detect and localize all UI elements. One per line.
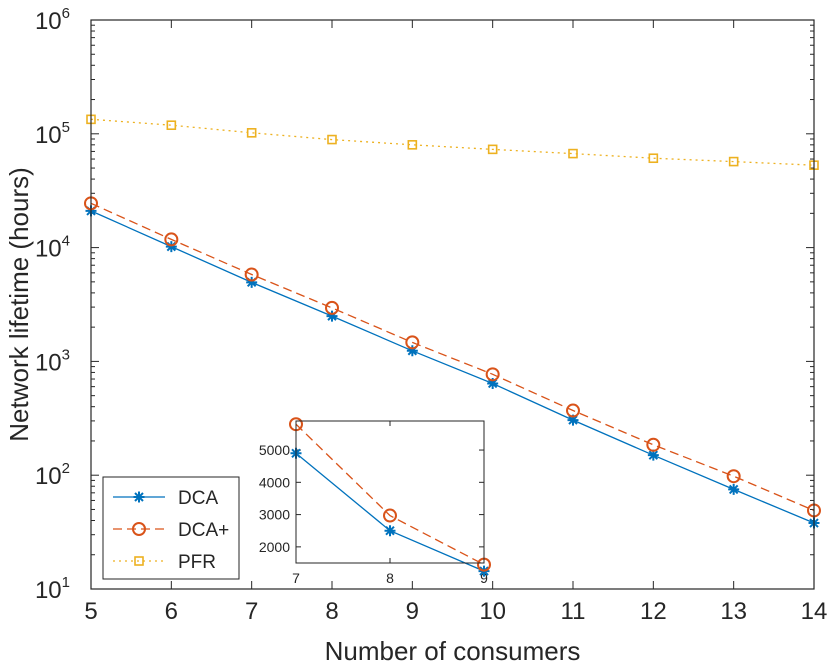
data-point [406, 345, 418, 357]
inset-y-tick-label: 2000 [259, 539, 290, 555]
legend-marker [133, 491, 145, 503]
inset-x-tick-label: 8 [386, 570, 394, 586]
inset-frame [295, 420, 485, 564]
inset-x-tick-label: 7 [292, 570, 300, 586]
inset-y-tick-label: 3000 [259, 507, 290, 523]
x-tick-label: 10 [479, 598, 506, 625]
y-tick-label: 106 [35, 5, 70, 35]
data-point [728, 483, 740, 495]
x-tick-label: 6 [165, 598, 178, 625]
x-tick-label: 7 [245, 598, 258, 625]
y-axis-label: Network lifetime (hours) [4, 167, 34, 442]
inset-data-point [383, 508, 397, 523]
data-point [405, 335, 420, 350]
data-point [568, 148, 578, 159]
inset-plot: 2000 3000 4000 5000 7 8 9 [259, 417, 491, 586]
plot-frame [90, 19, 815, 590]
inset-y-tick-label: 4000 [259, 474, 290, 490]
x-tick-label: 14 [801, 598, 828, 625]
inset-x-tick-label: 9 [480, 570, 488, 586]
inset-data-point [384, 525, 396, 537]
legend-label: PFR [178, 552, 216, 573]
data-point [164, 232, 179, 247]
data-point [246, 128, 257, 138]
x-axis-label: Number of consumers [325, 636, 581, 666]
x-tick-label: 5 [84, 598, 97, 625]
legend-label: DCA [178, 488, 218, 509]
data-point [646, 437, 661, 452]
inset-area [296, 421, 484, 563]
x-tick-label: 11 [561, 598, 586, 625]
inset-y-tick-label: 5000 [259, 442, 290, 458]
x-tick-label: 9 [406, 598, 419, 625]
legend-marker [132, 522, 146, 536]
data-point [166, 120, 177, 131]
inset-series-line-dca-plus [295, 423, 485, 566]
data-point [487, 144, 498, 155]
x-tick-label: 8 [325, 598, 338, 625]
data-point [325, 300, 339, 315]
legend: DCA DCA+ PFR [102, 476, 240, 580]
data-point [647, 449, 659, 461]
series-line-dca [90, 210, 815, 524]
series-line-dca-plus [90, 202, 815, 512]
data-point [566, 403, 580, 418]
x-tick-label: 12 [640, 598, 667, 625]
y-tick-label: 101 [35, 574, 70, 604]
data-point [728, 156, 739, 167]
data-point [726, 469, 741, 484]
data-point [485, 367, 500, 382]
data-point [487, 377, 499, 389]
y-tick-label: 102 [35, 460, 70, 490]
legend-box [102, 476, 240, 580]
x-tick-label: 13 [720, 598, 747, 625]
data-point [165, 241, 177, 253]
data-point [567, 414, 579, 426]
series-line-pfr [90, 118, 815, 166]
y-tick-label: 105 [35, 119, 70, 149]
data-point [244, 267, 259, 282]
legend-marker [134, 556, 144, 566]
data-point [407, 140, 418, 150]
legend-label: DCA+ [178, 520, 229, 541]
y-tick-label: 103 [35, 346, 70, 376]
data-point [648, 153, 659, 164]
data-point [326, 310, 338, 322]
data-point [327, 134, 337, 145]
data-point [246, 276, 258, 288]
y-tick-label: 104 [35, 233, 70, 263]
